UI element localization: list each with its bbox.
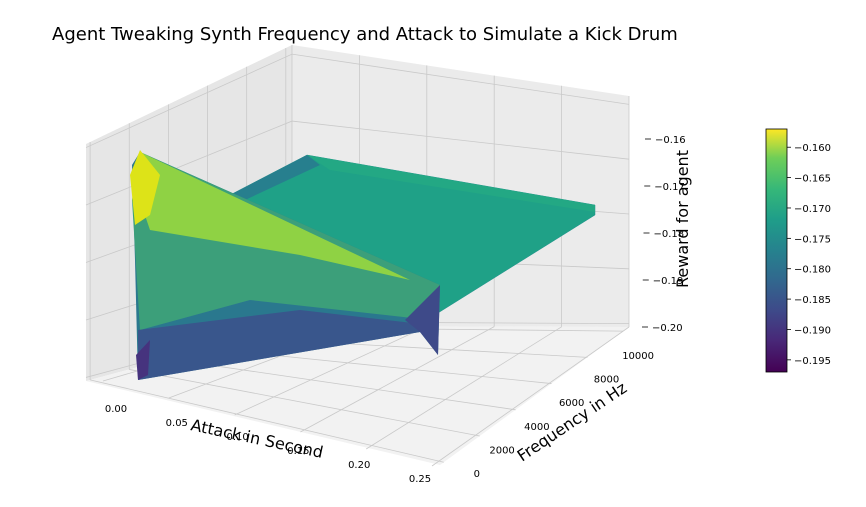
colorbar-tick-label: −0.185 [794, 295, 831, 306]
x-gridline [365, 326, 562, 450]
x-tick-label: 0.25 [409, 474, 431, 485]
surface-darkest [136, 340, 150, 380]
surface-front-wall-high [133, 152, 410, 280]
x-gridline [431, 326, 630, 467]
z-tick-label: −0.20 [652, 323, 683, 334]
colorbar-tick-label: −0.190 [794, 325, 831, 336]
x-tick-label: 0.00 [105, 404, 127, 415]
colorbar-tick-label: −0.160 [794, 143, 831, 154]
z-tick-label: −0.18 [654, 229, 685, 240]
y-tick-label: 6000 [559, 398, 584, 409]
surface-right-dip [405, 285, 440, 355]
colorbar-tick-label: −0.180 [794, 265, 831, 276]
x-tick-label: 0.20 [348, 460, 370, 471]
y-gridline [168, 358, 516, 411]
y-tick-label: 2000 [489, 445, 514, 456]
z-tick-label: −0.16 [655, 135, 686, 146]
colorbar-tick-label: −0.175 [794, 234, 831, 245]
x-tick-label: 0.10 [226, 432, 248, 443]
surface-dark-bottom [138, 310, 430, 380]
colorbar-tick-label: −0.165 [794, 174, 831, 185]
surface-top-shade [307, 155, 595, 212]
z-gridline [85, 53, 630, 148]
y-gridline [90, 379, 444, 463]
z-tick-label: −0.19 [653, 276, 684, 287]
colorbar-tick-label: −0.170 [794, 204, 831, 215]
y-tick-labels: 0 2000 4000 6000 8000 10000 [474, 351, 654, 480]
x-gridline [300, 326, 495, 433]
y-tick-label: 0 [474, 469, 480, 480]
surface [130, 150, 596, 380]
y-tick-label: 4000 [524, 422, 549, 433]
colorbar [765, 128, 788, 373]
chart-title: Agent Tweaking Synth Frequency and Attac… [52, 24, 678, 45]
z-axis-label: Reward for agent [673, 150, 692, 288]
surface-peak [130, 150, 160, 225]
y-tick-label: 8000 [594, 375, 619, 386]
colorbar-tick-label: −0.195 [794, 356, 831, 367]
z-tick-label: −0.17 [654, 182, 685, 193]
z-tick-labels: −0.20 −0.19 −0.18 −0.17 −0.16 [642, 135, 686, 334]
y-gridline [129, 369, 480, 437]
x-gridline [234, 326, 427, 416]
x-tick-labels: 0.00 0.05 0.10 0.15 0.20 0.25 [105, 404, 431, 485]
y-tick-label: 10000 [622, 351, 654, 362]
x-tick-label: 0.05 [166, 418, 188, 429]
surface-back-strip [230, 155, 320, 200]
colorbar-tick-labels: −0.160 −0.165 −0.170 −0.175 −0.180 −0.185 −0.1… [787, 143, 831, 367]
x-tick-label: 0.15 [287, 446, 309, 457]
